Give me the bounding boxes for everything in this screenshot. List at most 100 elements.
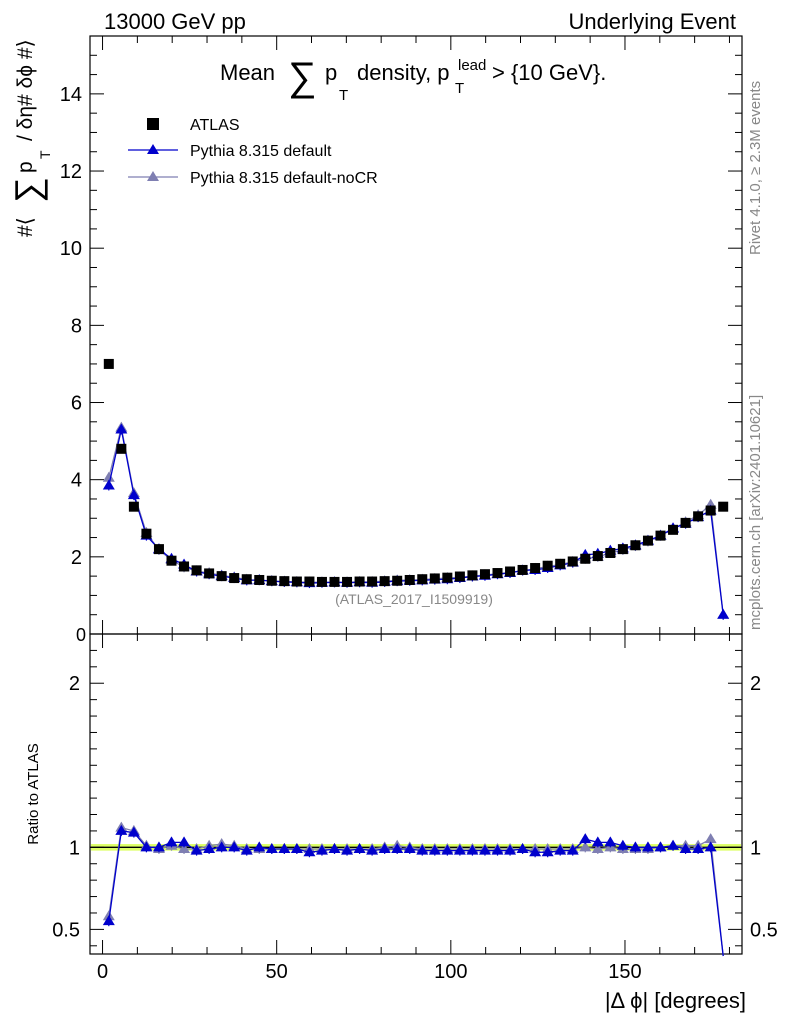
atlas-point: [291, 576, 302, 587]
atlas-point: [354, 576, 365, 587]
atlas-point: [329, 576, 340, 587]
legend-label-default: Pythia 8.315 default: [190, 143, 332, 160]
ratio-pythia-default-point: [278, 842, 291, 853]
ratio-pythia-default-point: [478, 844, 491, 855]
atlas-point: [517, 564, 528, 575]
atlas-point: [530, 563, 541, 574]
ratio-pythia-default-point: [203, 842, 216, 853]
atlas-point: [642, 535, 653, 546]
atlas-point: [166, 555, 177, 566]
atlas-point: [479, 569, 490, 580]
y-tick-label-0: 0: [76, 625, 86, 645]
ylabel-prefix: #⟨: [14, 217, 37, 237]
atlas-point: [179, 561, 190, 572]
ratio-pythia-default-point: [529, 846, 542, 857]
ylabel-p-sub: T: [37, 150, 53, 159]
ratio-pythia-default-point: [504, 844, 517, 855]
atlas-point: [204, 568, 215, 579]
ratio-y-tick-label: 1: [69, 837, 80, 859]
atlas-point: [404, 574, 415, 585]
title-lead: lead: [458, 57, 486, 74]
atlas-point: [417, 574, 428, 585]
atlas-point: [442, 572, 453, 583]
y-tick-label: 2: [71, 547, 82, 569]
ratio-pythia-default-point: [127, 826, 140, 837]
ratio-pythia-default-nocr-point: [704, 833, 717, 844]
atlas-point: [580, 553, 591, 564]
atlas-point: [254, 574, 265, 585]
ratio-pythia-default-point: [253, 841, 266, 852]
y-tick-label: 8: [71, 315, 82, 337]
ratio-pythia-default-point: [403, 842, 416, 853]
y-tick-label: 4: [71, 470, 82, 492]
ratio-pythia-default-point: [667, 839, 680, 850]
ylabel-sum-symbol: ∑: [7, 177, 48, 203]
ratio-y-tick-label: 0.5: [52, 919, 80, 941]
pythia-default-point: [127, 489, 140, 500]
atlas-point: [454, 571, 465, 582]
title-density: density, p: [357, 60, 450, 85]
atlas-point: [116, 443, 127, 454]
ratio-pythia-default-point: [654, 841, 667, 852]
rivet-version: Rivet 4.1.0, ≥ 2.3M events: [747, 81, 764, 255]
main-series: [102, 358, 730, 620]
pythia-default-point: [717, 608, 730, 619]
ratio-y-tick-label-right: 2: [750, 673, 761, 695]
ratio-pythia-default-nocr-point: [591, 842, 604, 853]
atlas-point: [128, 501, 139, 512]
ratio-pythia-default-point: [704, 841, 717, 852]
y-axis-label: #⟨ ∑ p T / δη# δϕ #⟩: [7, 39, 53, 237]
atlas-point: [655, 530, 666, 541]
ratio-pythia-default-point: [453, 844, 466, 855]
atlas-point: [266, 575, 277, 586]
atlas-point: [316, 576, 327, 587]
atlas-point: [630, 540, 641, 551]
ratio-pythia-default-point: [240, 844, 253, 855]
title-p: p: [325, 60, 337, 85]
ratio-y-tick-label-right: 0.5: [750, 919, 778, 941]
ratio-pythia-default-point: [466, 844, 479, 855]
ratio-pythia-default-nocr-point: [178, 842, 191, 853]
atlas-point: [467, 570, 478, 581]
y-tick-label: 6: [71, 393, 82, 415]
main-ticks: [90, 36, 742, 635]
title-threshold: > {10 GeV}.: [492, 60, 606, 85]
ratio-pythia-default-point: [178, 836, 191, 847]
x-tick-label: 50: [266, 961, 288, 983]
ratio-pythia-default-point: [140, 841, 153, 852]
ratio-pythia-default-point: [641, 841, 654, 852]
title-mean: Mean: [220, 60, 275, 85]
ratio-ticks: [90, 633, 742, 954]
ratio-series: [102, 821, 724, 957]
legend-marker-nocr: [147, 171, 159, 181]
ratio-pythia-default-point: [679, 842, 692, 853]
atlas-point: [103, 358, 114, 369]
atlas-point: [592, 551, 603, 562]
title-sum-symbol: ∑: [288, 55, 317, 99]
atlas-point: [693, 511, 704, 522]
mcplots-credit: mcplots.cern.ch [arXiv:2401.10621]: [747, 395, 764, 630]
y-tick-label: 10: [60, 238, 82, 260]
ratio-y-axis-label: Ratio to ATLAS: [25, 743, 42, 844]
atlas-point: [617, 544, 628, 555]
ratio-pythia-default-point: [315, 844, 328, 855]
ratio-pythia-default-point: [378, 842, 391, 853]
ratio-y-tick-label-right: 1: [750, 837, 761, 859]
analysis-id: (ATLAS_2017_I1509919): [335, 591, 493, 607]
atlas-point: [605, 547, 616, 558]
atlas-point: [141, 528, 152, 539]
atlas-point: [229, 573, 240, 584]
legend-marker-atlas: [147, 118, 159, 130]
legend-label-nocr: Pythia 8.315 default-noCR: [190, 170, 378, 187]
atlas-point: [392, 575, 403, 586]
main-y-tick-labels: 2 4 6 8 10 12 14: [60, 84, 82, 569]
atlas-point: [304, 576, 315, 587]
x-tick-label: 100: [434, 961, 467, 983]
ratio-pythia-default-point: [341, 844, 354, 855]
atlas-point: [216, 571, 227, 582]
legend-label-atlas: ATLAS: [190, 117, 240, 134]
legend: ATLAS Pythia 8.315 default Pythia 8.315 …: [128, 117, 378, 187]
y-tick-label: 12: [60, 161, 82, 183]
ratio-pythia-default-point: [391, 842, 404, 853]
ratio-pythia-default-point: [152, 841, 165, 852]
